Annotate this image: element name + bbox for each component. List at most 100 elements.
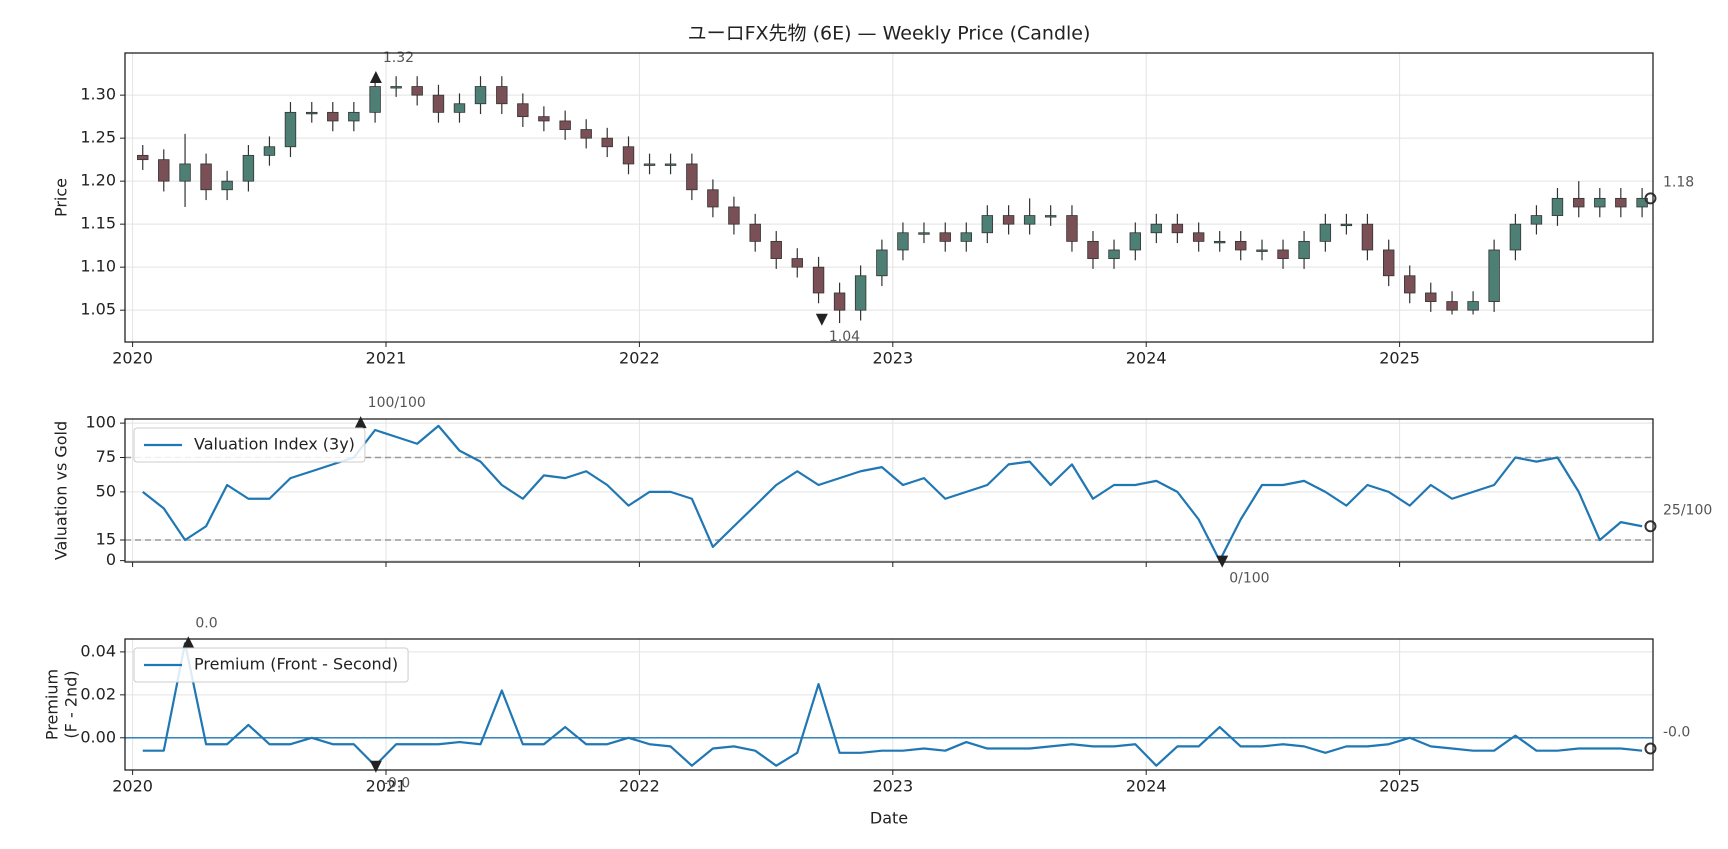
candle-body — [306, 111, 318, 115]
x-tick-label: 2022 — [619, 349, 660, 368]
candle-body — [854, 275, 867, 311]
candle-body — [453, 103, 466, 113]
candle-body — [749, 223, 761, 242]
y-tick-label: 0.00 — [80, 727, 116, 746]
candle-body — [221, 180, 233, 191]
y-tick-label: 1.30 — [80, 85, 116, 104]
candle-body — [327, 111, 339, 122]
x-tick-label: 2025 — [1379, 349, 1420, 368]
candle-body — [559, 120, 571, 130]
annotation-label: 0.0 — [195, 615, 217, 631]
y-tick-label: 50 — [96, 481, 116, 500]
x-tick-label: 2021 — [366, 349, 407, 368]
candle-body — [686, 163, 698, 191]
legend: Valuation Index (3y) — [133, 427, 366, 463]
candle-body — [137, 154, 149, 161]
candle-body — [1044, 215, 1057, 218]
y-axis-label: Premium — [43, 669, 62, 740]
candle-body — [1192, 232, 1205, 242]
y-tick-label: 0.02 — [80, 684, 116, 703]
candle-body — [517, 103, 529, 118]
legend-label: Premium (Front - Second) — [194, 655, 398, 674]
candle-body — [728, 206, 740, 225]
extreme-marker — [815, 313, 828, 326]
y-tick-label: 1.10 — [80, 257, 116, 276]
candle-body — [1467, 301, 1479, 311]
legend-box — [133, 427, 366, 463]
candle-body — [242, 154, 255, 182]
candle-body — [939, 232, 951, 242]
candle-body — [1340, 223, 1353, 227]
legend-box — [133, 647, 409, 683]
candle-body — [538, 116, 550, 122]
y-tick-label: 0.04 — [80, 641, 116, 660]
candle-body — [1108, 249, 1120, 259]
candle-body — [812, 266, 825, 294]
extreme-marker — [182, 636, 195, 649]
annotation-label: -0.0 — [383, 776, 410, 792]
candle-body — [643, 163, 656, 166]
candle-body — [369, 86, 381, 113]
candle-body — [1382, 249, 1395, 277]
last-marker — [1644, 192, 1657, 205]
x-tick-label: 2020 — [112, 777, 153, 796]
y-tick-label: 0 — [106, 550, 116, 569]
candle-body — [1404, 275, 1416, 294]
candle-body — [1235, 240, 1247, 251]
data-line — [142, 424, 1643, 562]
candle-body — [918, 232, 930, 235]
y-tick-label: 1.05 — [80, 300, 116, 319]
candle-body — [1551, 197, 1564, 216]
candle-body — [1530, 215, 1543, 225]
candle-body — [981, 215, 994, 234]
candle-body — [622, 146, 635, 165]
candle-body — [1002, 215, 1015, 225]
annotation-label: 1.18 — [1663, 174, 1694, 190]
extreme-marker — [369, 760, 382, 773]
x-tick-label: 2022 — [619, 777, 660, 796]
x-tick-label: 2023 — [872, 777, 913, 796]
candle-body — [284, 111, 297, 148]
candle-body — [1446, 301, 1458, 311]
candle-body — [1573, 197, 1585, 208]
candle-body — [390, 86, 402, 89]
annotation-label: -0.0 — [1663, 725, 1690, 741]
legend-label: Valuation Index (3y) — [194, 435, 355, 454]
candle-body — [960, 232, 972, 242]
candle-body — [833, 292, 846, 311]
candle-body — [897, 232, 909, 251]
candle-body — [1256, 249, 1268, 252]
candle-body — [580, 129, 592, 139]
candle-body — [601, 137, 613, 148]
plot-frame — [124, 418, 1654, 563]
candle-body — [158, 159, 170, 182]
y-tick-label: 1.25 — [80, 128, 116, 147]
x-tick-label: 2024 — [1126, 777, 1167, 796]
candle-body — [179, 163, 191, 182]
candle-body — [200, 163, 212, 191]
candle-body — [1066, 215, 1078, 242]
x-tick-label: 2023 — [872, 349, 913, 368]
candle-body — [1129, 232, 1142, 251]
data-line — [142, 642, 1643, 767]
candle-body — [1213, 240, 1226, 244]
annotation-label: 1.04 — [829, 329, 860, 345]
y-tick-label: 15 — [96, 530, 116, 549]
candle-body — [707, 189, 719, 208]
legend: Premium (Front - Second) — [133, 647, 409, 683]
y-tick-label: 75 — [96, 447, 116, 466]
candle-body — [474, 86, 487, 105]
last-marker — [1644, 742, 1657, 755]
candle-body — [1615, 197, 1627, 208]
candle-body — [1319, 223, 1332, 242]
extreme-marker — [369, 70, 382, 83]
candle-body — [1361, 223, 1374, 251]
candle-body — [770, 240, 782, 259]
annotation-label: 0/100 — [1229, 571, 1269, 587]
candle-body — [1594, 197, 1606, 208]
candle-body — [1150, 223, 1163, 234]
candle-body — [1277, 249, 1289, 259]
plot-frame — [124, 638, 1654, 771]
